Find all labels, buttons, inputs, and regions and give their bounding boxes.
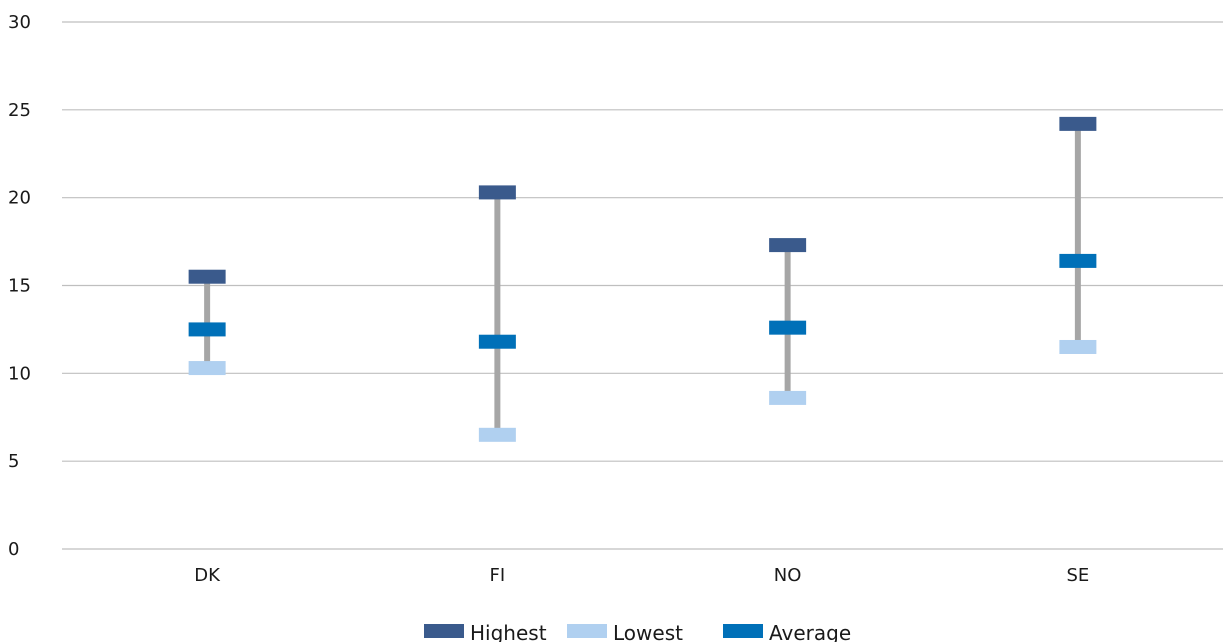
y-tick-label-5: 5 xyxy=(8,451,19,472)
legend-label-average: Average xyxy=(769,621,851,642)
lowest-marker-fi xyxy=(478,427,516,442)
range-lines xyxy=(204,123,1081,435)
y-tick-label-25: 25 xyxy=(8,100,31,121)
x-tick-label-no: NO xyxy=(774,565,802,586)
highest-marker-fi xyxy=(478,185,516,200)
legend-swatch-lowest xyxy=(567,624,607,638)
y-tick-label-15: 15 xyxy=(8,276,31,297)
x-axis-tick-labels: DK FI NO SE xyxy=(194,565,1089,586)
lowest-marker-se xyxy=(1059,339,1097,354)
x-tick-label-dk: DK xyxy=(194,565,221,586)
y-tick-label-10: 10 xyxy=(8,363,31,384)
average-marker-no xyxy=(769,320,807,335)
x-tick-label-se: SE xyxy=(1066,565,1089,586)
y-tick-label-30: 30 xyxy=(8,12,31,33)
average-marker-se xyxy=(1059,253,1097,268)
legend-label-lowest: Lowest xyxy=(613,621,683,642)
x-tick-label-fi: FI xyxy=(490,565,506,586)
legend-swatch-average xyxy=(723,624,763,638)
highest-marker-no xyxy=(769,238,807,253)
lowest-marker-dk xyxy=(188,361,226,376)
y-tick-label-0: 0 xyxy=(8,539,19,560)
legend-swatch-highest xyxy=(424,624,464,638)
highest-marker-dk xyxy=(188,269,226,284)
range-markers xyxy=(188,116,1097,442)
legend: Highest Lowest Average xyxy=(424,621,851,642)
highest-marker-se xyxy=(1059,116,1097,131)
gridlines xyxy=(62,21,1223,550)
average-marker-fi xyxy=(478,334,516,349)
legend-label-highest: Highest xyxy=(470,621,547,642)
average-marker-dk xyxy=(188,322,226,337)
lowest-marker-no xyxy=(769,390,807,405)
y-axis-tick-labels: 0 5 10 15 20 25 30 xyxy=(8,12,31,560)
y-tick-label-20: 20 xyxy=(8,188,31,209)
